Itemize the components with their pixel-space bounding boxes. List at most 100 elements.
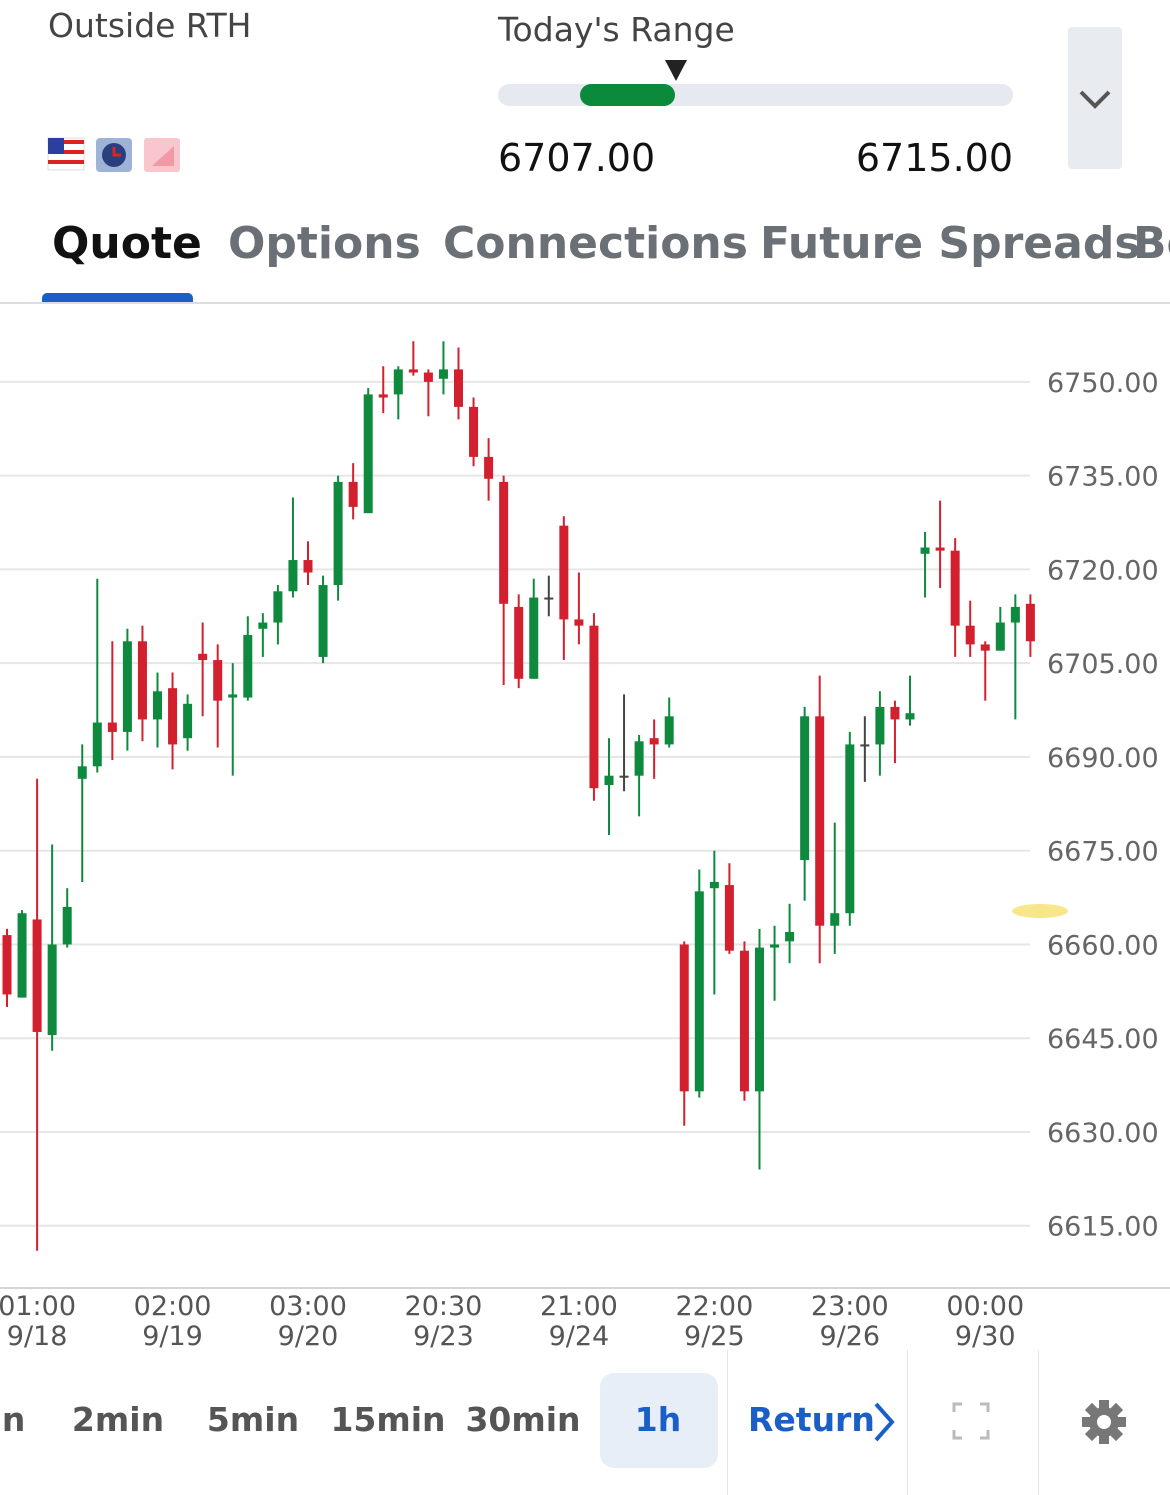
candle-body bbox=[77, 766, 87, 779]
candle-body bbox=[785, 931, 795, 942]
candle-body bbox=[905, 713, 915, 720]
candle-body bbox=[273, 591, 283, 623]
candle-body bbox=[62, 906, 72, 945]
tab[interactable]: Be bbox=[1133, 218, 1170, 269]
candle-body bbox=[694, 891, 704, 1092]
candle-body bbox=[815, 716, 825, 926]
x-tick-label: 03:00 9/20 bbox=[269, 1291, 347, 1352]
candle-body bbox=[634, 741, 644, 776]
return-button[interactable]: Return bbox=[748, 1400, 875, 1439]
candle-body bbox=[724, 885, 734, 951]
candle-body bbox=[153, 691, 162, 720]
candle-body bbox=[950, 550, 960, 626]
candle-body bbox=[228, 694, 238, 698]
candle-body bbox=[1025, 603, 1035, 642]
candle-body bbox=[619, 775, 629, 778]
candle-body bbox=[348, 481, 358, 507]
candle-body bbox=[770, 944, 780, 948]
candle-body bbox=[107, 722, 117, 732]
candle-body bbox=[198, 653, 208, 661]
tab[interactable]: Future Spreads bbox=[760, 218, 1141, 269]
candle-body bbox=[980, 644, 990, 651]
candle-body bbox=[213, 660, 223, 701]
y-tick-label: 6630.00 bbox=[1047, 1118, 1159, 1149]
range-low: 6707.00 bbox=[498, 136, 656, 180]
range-title: Today's Range bbox=[498, 10, 735, 49]
interval-option[interactable]: 15min bbox=[330, 1400, 446, 1439]
dropdown-button[interactable] bbox=[1068, 27, 1122, 169]
candle-body bbox=[17, 913, 27, 998]
candle-body bbox=[137, 641, 147, 720]
candle-body bbox=[529, 597, 539, 679]
x-tick-label: 22:00 9/25 bbox=[675, 1291, 754, 1352]
fullscreen-button[interactable] bbox=[952, 1402, 990, 1440]
candle-body bbox=[845, 744, 855, 914]
y-tick-label: 6615.00 bbox=[1047, 1212, 1159, 1243]
candle-body bbox=[709, 881, 719, 889]
candle-body bbox=[183, 703, 193, 739]
interval-option[interactable]: in bbox=[0, 1400, 26, 1439]
candle-body bbox=[800, 716, 810, 861]
highlight bbox=[1012, 904, 1068, 918]
y-tick-label: 6720.00 bbox=[1047, 555, 1159, 586]
candle-body bbox=[168, 688, 178, 745]
candle-body bbox=[830, 913, 840, 926]
interval-option[interactable]: 1h bbox=[634, 1400, 682, 1439]
outside-rth-label: Outside RTH bbox=[48, 6, 252, 45]
candle-body bbox=[258, 622, 268, 629]
candle-body bbox=[890, 706, 900, 720]
candle-body bbox=[739, 950, 749, 1092]
selected-interval-bg bbox=[600, 1373, 718, 1468]
candle-body bbox=[920, 547, 930, 554]
candle-body bbox=[288, 560, 298, 592]
settings-button[interactable] bbox=[1080, 1398, 1128, 1446]
x-tick-label: 00:00 9/30 bbox=[946, 1291, 1025, 1352]
candle-body bbox=[574, 619, 584, 626]
candle-body bbox=[679, 944, 689, 1092]
separator bbox=[907, 1350, 908, 1495]
y-tick-label: 6660.00 bbox=[1047, 930, 1159, 961]
candle-body bbox=[559, 525, 569, 620]
tab[interactable]: Connections bbox=[443, 218, 748, 269]
candle-body bbox=[333, 481, 343, 586]
divider bbox=[0, 302, 1170, 304]
x-tick-label: 23:00 9/26 bbox=[810, 1291, 889, 1352]
y-tick-label: 6645.00 bbox=[1047, 1024, 1159, 1055]
candle-body bbox=[755, 947, 764, 1092]
tab[interactable]: Quote bbox=[52, 218, 202, 269]
x-tick-label: 01:00 9/18 bbox=[0, 1291, 76, 1352]
candle-body bbox=[604, 775, 614, 786]
return-chevron bbox=[874, 1402, 895, 1442]
tab[interactable]: Options bbox=[228, 218, 421, 269]
candle-body bbox=[514, 606, 524, 679]
candle-body bbox=[544, 597, 554, 600]
candle-body bbox=[363, 394, 373, 514]
candle-body bbox=[484, 456, 494, 479]
y-tick-label: 6675.00 bbox=[1047, 837, 1159, 868]
candle-body bbox=[318, 585, 328, 657]
candle-body bbox=[860, 744, 870, 747]
candle-body bbox=[243, 635, 253, 698]
y-tick-label: 6705.00 bbox=[1047, 649, 1159, 680]
chart: 6615.00 6630.00 6645.00 6660.00 6675.00 6690.… bbox=[0, 341, 1170, 1289]
range-high: 6715.00 bbox=[855, 136, 1013, 180]
candle-body bbox=[995, 622, 1005, 651]
candle-body bbox=[122, 641, 132, 732]
candle-body bbox=[499, 481, 509, 604]
interval-option[interactable]: 30min bbox=[465, 1400, 581, 1439]
interval-option[interactable]: 2min bbox=[71, 1400, 165, 1439]
candle-body bbox=[664, 716, 674, 745]
candle-body bbox=[589, 625, 599, 789]
candle-body bbox=[649, 738, 659, 745]
separator bbox=[727, 1350, 728, 1495]
y-tick-label: 6750.00 bbox=[1047, 368, 1159, 399]
candle-body bbox=[423, 372, 433, 382]
candle-body bbox=[454, 369, 463, 407]
interval-option[interactable]: 5min bbox=[206, 1400, 300, 1439]
range-bar bbox=[498, 60, 1013, 106]
separator bbox=[1038, 1350, 1039, 1495]
status-icons bbox=[47, 137, 180, 172]
candle-body bbox=[92, 722, 102, 767]
candle-body bbox=[2, 935, 12, 995]
